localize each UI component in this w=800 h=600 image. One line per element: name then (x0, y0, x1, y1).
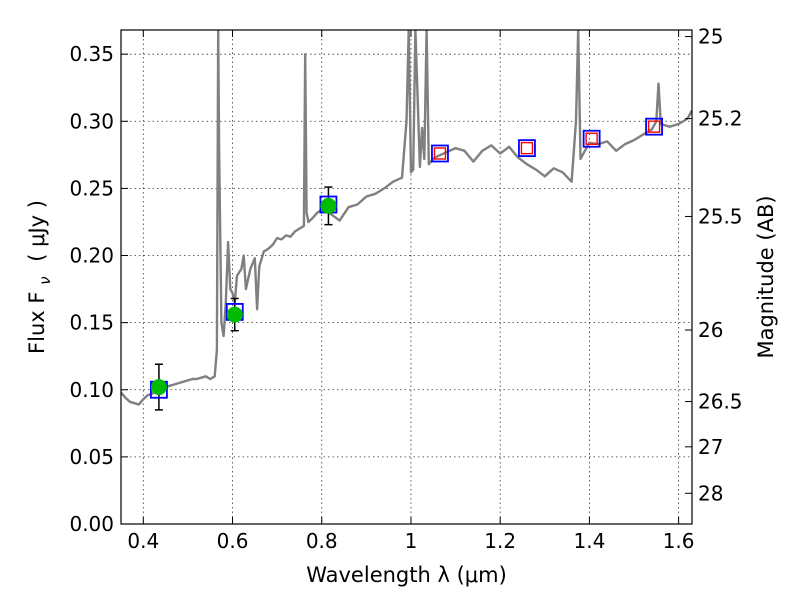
observed-point-marker (226, 306, 243, 323)
spectrum-line-group (121, 30, 692, 406)
y2-tick-label: 25.2 (698, 107, 743, 131)
spectrum-line (121, 30, 692, 406)
tick-labels: 0.4 0.6 0.8 1 1.2 1.4 1.6 0.00 0.05 0.10 0.15 0.20 0… (69, 25, 742, 553)
y-axis-label: Flux F ν ( μJy ) (25, 200, 55, 354)
x-tick-label: 0.8 (306, 529, 338, 553)
y-tick-label: 0.20 (69, 244, 114, 268)
model-square-marker (645, 117, 663, 136)
predicted-square-marker (520, 141, 534, 155)
y2-axis-label: Magnitude (AB) (754, 195, 778, 358)
model-square-marker (431, 144, 449, 163)
y-axis-label-subscript: ν (36, 276, 54, 284)
y-tick-label: 0.35 (69, 42, 114, 66)
y-tick-label: 0.15 (69, 311, 114, 335)
y-tick-label: 0.30 (69, 109, 114, 133)
y-tick-label: 0.05 (69, 445, 114, 469)
observed-point-marker (320, 197, 337, 214)
y2-tick-label: 25.5 (698, 204, 743, 228)
model-square-marker (518, 139, 536, 158)
axis-ticks (121, 30, 692, 525)
x-tick-label: 0.6 (217, 529, 249, 553)
plot-frame (120, 29, 693, 525)
svg-text:Flux F ν ( μJy ): Flux F ν ( μJy ) (25, 200, 55, 354)
photometry-markers (150, 117, 663, 411)
predicted-square-marker (433, 147, 447, 160)
x-tick-label: 1.6 (663, 529, 695, 553)
y-axis-label-main: Flux F (25, 292, 49, 354)
predicted-square-marker (647, 120, 661, 133)
x-tick-label: 1.2 (484, 529, 516, 553)
y2-tick-label: 25 (698, 25, 723, 49)
x-tick-label: 1.4 (573, 529, 605, 553)
x-tick-label: 0.4 (127, 529, 159, 553)
y2-tick-label: 26.5 (698, 390, 743, 414)
y2-tick-label: 26 (698, 318, 723, 342)
y2-tick-label: 27 (698, 435, 723, 459)
y-tick-label: 0.00 (69, 512, 114, 536)
predicted-square-marker (585, 132, 598, 145)
y-tick-label: 0.25 (69, 176, 114, 200)
y2-tick-label: 28 (698, 481, 723, 505)
y-tick-label: 0.10 (69, 378, 114, 402)
observed-point-marker (150, 379, 167, 396)
y-axis-label-unit: ( μJy ) (25, 200, 49, 262)
x-tick-label: 1 (405, 529, 418, 553)
x-axis-label: Wavelength λ (μm) (306, 563, 507, 587)
model-square-marker (582, 129, 601, 148)
